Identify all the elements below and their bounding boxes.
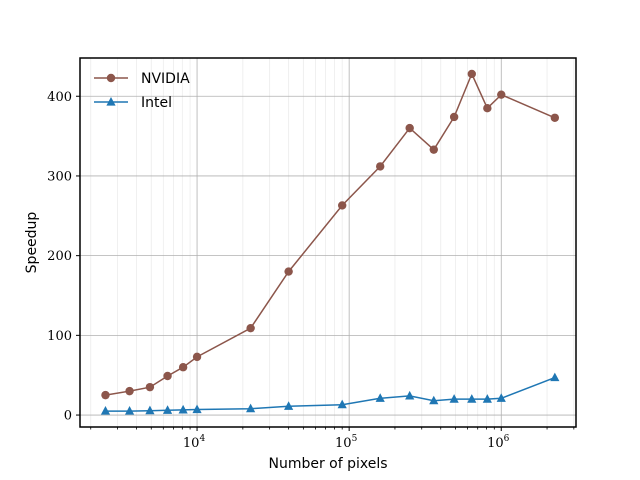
data-point-intel (429, 395, 439, 405)
data-point-nvidia (192, 352, 202, 362)
data-point-nvidia (550, 113, 560, 122)
data-point-nvidia (163, 371, 172, 381)
data-point-nvidia (337, 201, 347, 210)
data-point-intel (375, 393, 385, 402)
axis-ticks: 104 105 106 0 100 200 300 400 (47, 90, 575, 451)
data-point-intel (550, 372, 560, 382)
legend-marker (106, 97, 116, 106)
y-tick-label: 400 (47, 90, 72, 105)
y-tick-label: 100 (47, 329, 72, 344)
data-point-intel (246, 403, 256, 413)
data-point-nvidia (497, 90, 506, 99)
data-point-intel (192, 404, 202, 414)
data-point-intel (449, 394, 459, 403)
data-point-nvidia (145, 382, 155, 392)
y-tick-label: 0 (64, 409, 72, 424)
data-point-nvidia (449, 112, 459, 122)
data-point-intel (482, 394, 492, 403)
data-point-nvidia (284, 267, 293, 276)
data-point-intel (405, 390, 415, 400)
x-tick-label: 105 (335, 434, 358, 451)
data-point-intel (162, 405, 173, 414)
y-tick-label: 200 (47, 249, 72, 264)
series-intel (100, 372, 560, 415)
data-point-nvidia (178, 363, 188, 372)
y-axis-label: Speedup (24, 212, 40, 274)
y-tick-label: 300 (47, 169, 72, 184)
legend-entry-intel: Intel (94, 95, 172, 111)
data-point-nvidia (405, 123, 414, 133)
data-point-nvidia (429, 145, 438, 154)
data-point-nvidia (246, 323, 255, 333)
data-point-intel (124, 406, 135, 415)
legend-entry-nvidia: NVIDIA (94, 71, 190, 87)
legend-marker (106, 73, 116, 83)
x-axis-label: Number of pixels (268, 456, 387, 472)
data-point-nvidia (483, 104, 492, 113)
data-point-intel (284, 401, 294, 410)
data-point-nvidia (101, 390, 110, 400)
x-tick-label: 106 (487, 434, 510, 451)
grid-lines (80, 58, 576, 427)
x-tick-label: 104 (183, 434, 206, 451)
data-point-intel (467, 394, 477, 403)
series-line-nvidia (105, 72, 556, 396)
data-point-intel (496, 393, 506, 402)
legend-label: NVIDIA (141, 71, 190, 87)
legend-label: Intel (141, 95, 172, 111)
series-nvidia (101, 69, 560, 400)
plot-series (100, 69, 560, 415)
data-point-nvidia (125, 386, 134, 396)
data-point-intel (178, 404, 188, 414)
data-point-intel (337, 399, 347, 409)
plot-frame (79, 57, 577, 428)
data-point-nvidia (467, 69, 476, 79)
data-point-nvidia (376, 162, 385, 171)
legend: NVIDIA Intel (94, 71, 190, 111)
data-point-intel (100, 406, 111, 415)
data-point-intel (145, 405, 155, 415)
